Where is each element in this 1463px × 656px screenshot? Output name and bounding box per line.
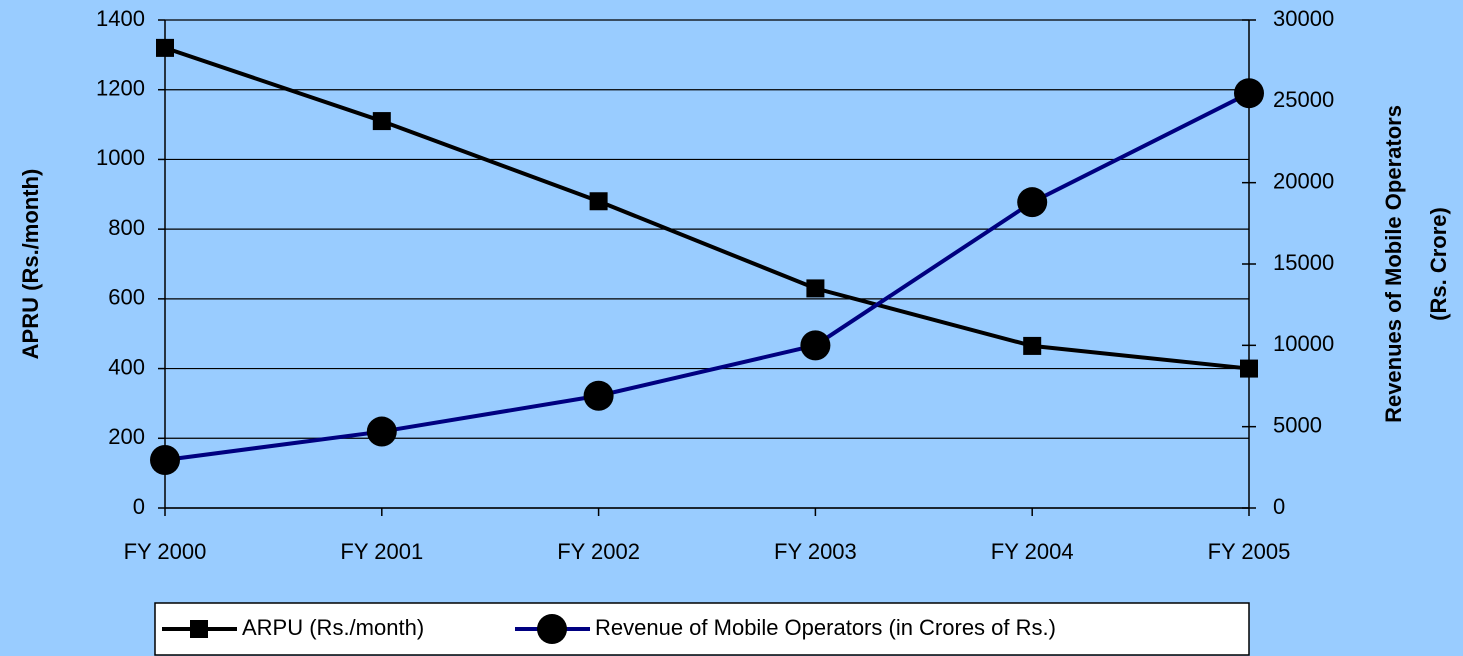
data-point [372, 112, 391, 131]
y2-tick-label: 25000 [1273, 87, 1334, 112]
y-tick-label: 0 [133, 494, 145, 519]
x-tick-label: FY 2000 [124, 539, 207, 564]
y-tick-label: 1200 [96, 76, 145, 101]
x-tick-label: FY 2003 [774, 539, 857, 564]
y2-tick-label: 0 [1273, 494, 1285, 519]
y2-tick-label: 15000 [1273, 250, 1334, 275]
data-point [1017, 187, 1048, 218]
data-point [1023, 336, 1042, 355]
data-point [800, 330, 831, 361]
data-point [1234, 78, 1264, 109]
y-tick-label: 400 [108, 354, 145, 379]
data-point [366, 416, 397, 447]
data-point [156, 38, 174, 57]
data-point [583, 380, 614, 411]
x-tick-label: FY 2001 [340, 539, 423, 564]
y-tick-label: 800 [108, 215, 145, 240]
y-tick-label: 600 [108, 285, 145, 310]
data-point [806, 279, 825, 298]
data-point [1240, 359, 1258, 378]
x-tick-label: FY 2002 [557, 539, 640, 564]
y2-tick-label: 5000 [1273, 412, 1322, 437]
legend-label: Revenue of Mobile Operators (in Crores o… [595, 615, 1056, 640]
y-tick-label: 200 [108, 424, 145, 449]
x-tick-label: FY 2004 [991, 539, 1074, 564]
legend-marker [190, 620, 208, 638]
x-tick-label: FY 2005 [1208, 539, 1291, 564]
legend-label: ARPU (Rs./month) [242, 615, 424, 640]
series-line [164, 45, 1250, 371]
y2-axis-title: Revenues of Mobile Operators [1381, 105, 1406, 423]
y-tick-label: 1400 [96, 6, 145, 31]
data-point [150, 445, 180, 476]
data-point [589, 192, 608, 211]
legend-box [154, 602, 1250, 656]
y2-axis-title: (Rs. Crore) [1426, 207, 1451, 321]
y2-tick-label: 30000 [1273, 6, 1334, 31]
legend-marker [537, 614, 567, 644]
y-axis-title: APRU (Rs./month) [18, 169, 43, 360]
y-tick-label: 1000 [96, 145, 145, 170]
y2-tick-label: 10000 [1273, 331, 1334, 356]
y2-tick-label: 20000 [1273, 168, 1334, 193]
series-line [164, 91, 1250, 462]
